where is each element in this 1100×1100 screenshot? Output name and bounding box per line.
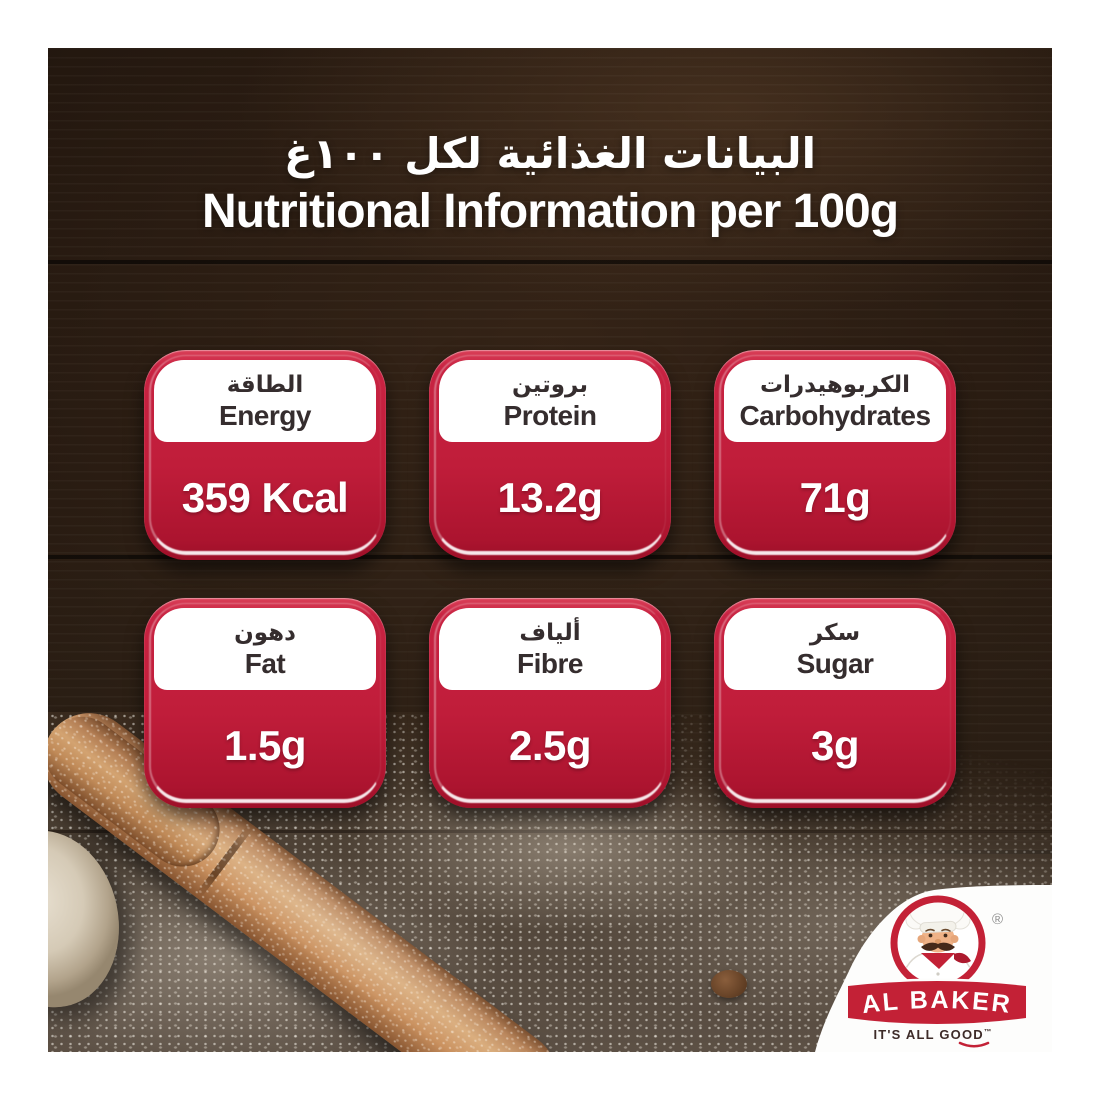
al-baker-logo: ® <box>815 885 1052 1052</box>
card-energy-label: الطاقة Energy <box>154 360 376 442</box>
card-energy-label-arabic: الطاقة <box>226 372 304 398</box>
card-energy: الطاقة Energy 359 Kcal <box>144 350 386 560</box>
headline-english: Nutritional Information per 100g <box>201 185 899 238</box>
brand-tagline: IT'S ALL GOOD™ <box>873 1027 992 1042</box>
dough-ball <box>48 817 135 1021</box>
headline-arabic: البيانات الغذائية لكل ١٠٠غ <box>283 129 817 178</box>
card-carbohydrates-label-english: Carbohydrates <box>739 400 931 431</box>
card-protein-label: بروتين Protein <box>439 360 661 442</box>
card-fat: دهون Fat 1.5g <box>144 598 386 808</box>
card-sugar-label: سكر Sugar <box>724 608 946 690</box>
chef-character <box>899 903 977 983</box>
card-fat-label-english: Fat <box>244 648 286 679</box>
card-fat-label: دهون Fat <box>154 608 376 690</box>
card-protein-label-arabic: بروتين <box>512 372 588 398</box>
brand-name: AL BAKER <box>860 986 1014 1019</box>
card-carbohydrates: الكربوهيدرات Carbohydrates 71g <box>714 350 956 560</box>
card-fibre-value: 2.5g <box>508 722 592 769</box>
headline: البيانات الغذائية لكل ١٠٠غ Nutritional I… <box>48 126 1052 240</box>
card-carbohydrates-value: 71g <box>799 474 871 521</box>
card-protein-value: 13.2g <box>497 474 603 521</box>
card-sugar-label-english: Sugar <box>796 648 874 679</box>
card-carbohydrates-label-arabic: الكربوهيدرات <box>759 372 911 398</box>
card-carbohydrates-label: الكربوهيدرات Carbohydrates <box>724 360 946 442</box>
card-fat-label-arabic: دهون <box>234 620 296 646</box>
card-fibre: ألياف Fibre 2.5g <box>429 598 671 808</box>
card-fibre-label-arabic: ألياف <box>519 620 581 646</box>
nutrition-cards-grid: الطاقة Energy 359 Kcal بروتين Protein 13… <box>144 350 956 808</box>
registered-mark: ® <box>992 911 1003 928</box>
card-fibre-label: ألياف Fibre <box>439 608 661 690</box>
tagline-smile <box>958 1041 990 1048</box>
wooden-background-photo: البيانات الغذائية لكل ١٠٠غ Nutritional I… <box>48 48 1052 1052</box>
card-fibre-label-english: Fibre <box>517 648 583 679</box>
brand-banner <box>848 981 1026 1024</box>
card-protein-label-english: Protein <box>503 400 597 431</box>
card-sugar-label-arabic: سكر <box>809 620 861 646</box>
card-fat-value: 1.5g <box>223 722 307 769</box>
card-energy-label-english: Energy <box>219 400 311 431</box>
card-protein: بروتين Protein 13.2g <box>429 350 671 560</box>
dough-crumb <box>711 970 747 998</box>
card-energy-value: 359 Kcal <box>181 474 349 521</box>
card-sugar: سكر Sugar 3g <box>714 598 956 808</box>
card-sugar-value: 3g <box>810 722 860 769</box>
